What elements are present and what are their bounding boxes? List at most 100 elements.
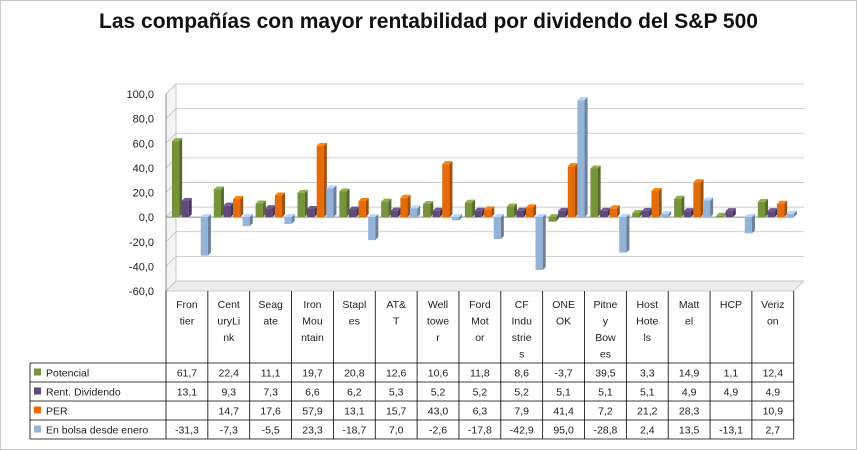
bar-rent-dividendo (600, 207, 611, 218)
category-label: Iron Mou ntain (301, 299, 324, 344)
data-label: -3,7 (555, 368, 573, 380)
category-label: Stapl es (342, 299, 366, 328)
bar-face (577, 100, 585, 218)
bar-top (516, 207, 527, 211)
bar-per (525, 204, 537, 218)
bar-top (786, 210, 797, 214)
bar-side (523, 207, 527, 218)
data-label: 11,8 (470, 368, 490, 380)
bar-top (535, 214, 546, 218)
bar-top (348, 206, 360, 210)
bar-en-bolsa-desde-enero (493, 214, 504, 240)
bar-top (265, 205, 276, 209)
data-label: 6,2 (347, 387, 362, 399)
bar-side (491, 206, 495, 218)
bar-rent-dividendo (558, 207, 569, 218)
category-label: Host Hote ls (636, 299, 658, 344)
bar-face (715, 215, 724, 218)
bar-side (690, 208, 694, 218)
bar-face (777, 203, 785, 218)
category-label: Pitne y Bow es (593, 299, 617, 361)
bar-side (439, 207, 443, 218)
bar-rent-dividendo (307, 205, 318, 218)
bar-en-bolsa-desde-enero (326, 185, 337, 218)
bar-rent-dividendo (223, 202, 234, 218)
bar-face (400, 197, 408, 218)
y-tick-label: 60,0 (133, 138, 154, 150)
data-label: 13,1 (344, 406, 365, 418)
bar-side (207, 214, 211, 256)
bar-side (649, 207, 653, 218)
bar-face (493, 217, 501, 240)
bar-rent-dividendo (390, 207, 401, 218)
data-label: 5,1 (598, 387, 613, 399)
bar-top (674, 195, 685, 199)
bar-top (316, 142, 327, 146)
bar-potencial (339, 188, 350, 218)
bar-potencial (464, 199, 476, 218)
bar-side (700, 179, 704, 218)
data-label: -7,3 (220, 425, 238, 437)
legend-key (34, 387, 41, 395)
bar-per (651, 188, 662, 218)
bar-side (388, 198, 392, 218)
bar-face (683, 211, 691, 218)
bar-top (423, 201, 434, 205)
bar-side (542, 214, 546, 270)
bar-face (558, 210, 566, 218)
data-label: 39,5 (595, 368, 616, 380)
bar-face (632, 213, 640, 218)
bar-top (432, 207, 443, 211)
category-label: ONE OK (552, 299, 575, 328)
y-tick-label: 0,0 (139, 212, 154, 224)
bar-face (368, 217, 376, 241)
bar-top (368, 214, 379, 218)
bar-top (548, 214, 559, 218)
bar-potencial (213, 186, 224, 218)
bar-side (784, 200, 788, 218)
bar-top (464, 199, 476, 203)
bar-top (777, 200, 788, 204)
bar-en-bolsa-desde-enero (535, 214, 546, 270)
data-label: 17,6 (260, 406, 281, 418)
bar-per (400, 194, 411, 218)
bar-rent-dividendo (348, 206, 360, 218)
bar-side (449, 161, 453, 218)
category-label: Ford Mot or (469, 299, 491, 344)
data-label: 8,6 (514, 368, 529, 380)
bar-top (390, 207, 401, 211)
bar-face (567, 166, 575, 218)
bar-top (358, 197, 369, 201)
bar-face (339, 191, 347, 218)
bar-top (641, 207, 653, 211)
bar-side (597, 165, 601, 218)
bar-side (240, 196, 244, 218)
gridline-diagonal (165, 83, 177, 95)
bar-top (683, 208, 694, 212)
bar-en-bolsa-desde-enero (368, 214, 379, 241)
category-label: CF Indu strie s (512, 299, 533, 361)
bar-face (432, 210, 440, 218)
data-label: 13,1 (177, 387, 198, 399)
bar-side (262, 200, 266, 218)
bar-en-bolsa-desde-enero (577, 97, 588, 218)
bar-side (291, 214, 295, 224)
bar-top (590, 165, 601, 169)
data-label: 28,3 (679, 406, 700, 418)
bar-face (316, 145, 324, 218)
bar-en-bolsa-desde-enero (661, 211, 672, 218)
bar-top (242, 214, 253, 218)
bar-face (516, 210, 524, 218)
bar-face (284, 217, 292, 224)
bar-per (442, 161, 453, 218)
bar-face (255, 203, 263, 218)
data-label: 7,9 (514, 406, 529, 418)
bar-potencial (255, 200, 266, 218)
bar-face (744, 217, 752, 234)
bar-face (535, 217, 543, 270)
bar-face (702, 200, 711, 218)
legend-entry: En bolsa desde enero (46, 425, 148, 437)
bar-side (668, 211, 672, 218)
bar-face (725, 211, 733, 218)
